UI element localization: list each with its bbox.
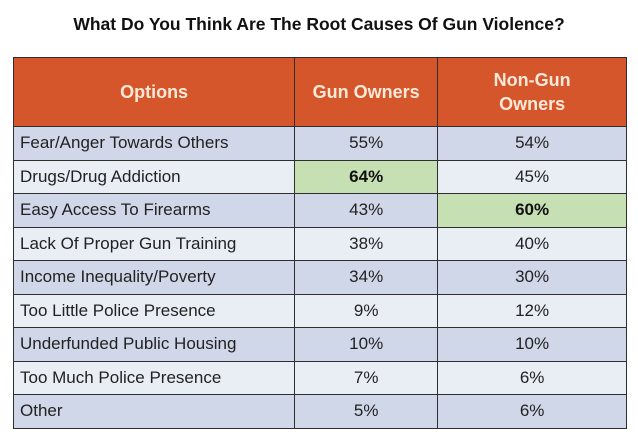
non-gun-owners-cell: 40% [437,226,627,261]
header-gun-owners: Gun Owners [294,57,439,127]
non-gun-owners-cell: 60% [437,193,627,228]
table-row: Too Much Police Presence 7% 6% [12,360,627,395]
table-row: Drugs/Drug Addiction 64% 45% [12,159,627,194]
option-cell: Fear/Anger Towards Others [12,126,296,161]
option-cell: Underfunded Public Housing [12,327,296,362]
non-gun-owners-cell: 30% [437,260,627,295]
table-row: Income Inequality/Poverty 34% 30% [12,260,627,295]
non-gun-owners-cell: 6% [437,360,627,395]
chart-title: What Do You Think Are The Root Causes Of… [73,14,565,34]
gun-owners-cell: 55% [294,126,439,161]
gun-owners-cell: 7% [294,360,439,395]
option-cell: Too Much Police Presence [12,360,296,395]
table-row: Lack Of Proper Gun Training 38% 40% [12,226,627,261]
header-row: Options Gun Owners Non-Gun Owners [12,57,627,127]
gun-owners-cell: 43% [294,193,439,228]
non-gun-owners-cell: 45% [437,159,627,194]
table-row: Underfunded Public Housing 10% 10% [12,327,627,362]
non-gun-owners-cell: 10% [437,327,627,362]
gun-owners-cell: 10% [294,327,439,362]
option-cell: Lack Of Proper Gun Training [12,226,296,261]
option-cell: Easy Access To Firearms [12,193,296,228]
table-row: Fear/Anger Towards Others 55% 54% [12,126,627,161]
table-row: Too Little Police Presence 9% 12% [12,293,627,328]
gun-owners-cell: 5% [294,394,439,429]
results-table: Options Gun Owners Non-Gun Owners Fear/A… [12,57,627,429]
option-cell: Drugs/Drug Addiction [12,159,296,194]
gun-owners-cell: 9% [294,293,439,328]
option-cell: Income Inequality/Poverty [12,260,296,295]
gun-owners-cell: 64% [294,159,439,194]
gun-owners-cell: 38% [294,226,439,261]
non-gun-owners-cell: 12% [437,293,627,328]
non-gun-owners-cell: 6% [437,394,627,429]
header-non-gun-owners: Non-Gun Owners [437,57,627,127]
table-row: Easy Access To Firearms 43% 60% [12,193,627,228]
table-row: Other 5% 6% [12,394,627,429]
header-options: Options [12,57,296,127]
option-cell: Other [12,394,296,429]
gun-owners-cell: 34% [294,260,439,295]
option-cell: Too Little Police Presence [12,293,296,328]
non-gun-owners-cell: 54% [437,126,627,161]
